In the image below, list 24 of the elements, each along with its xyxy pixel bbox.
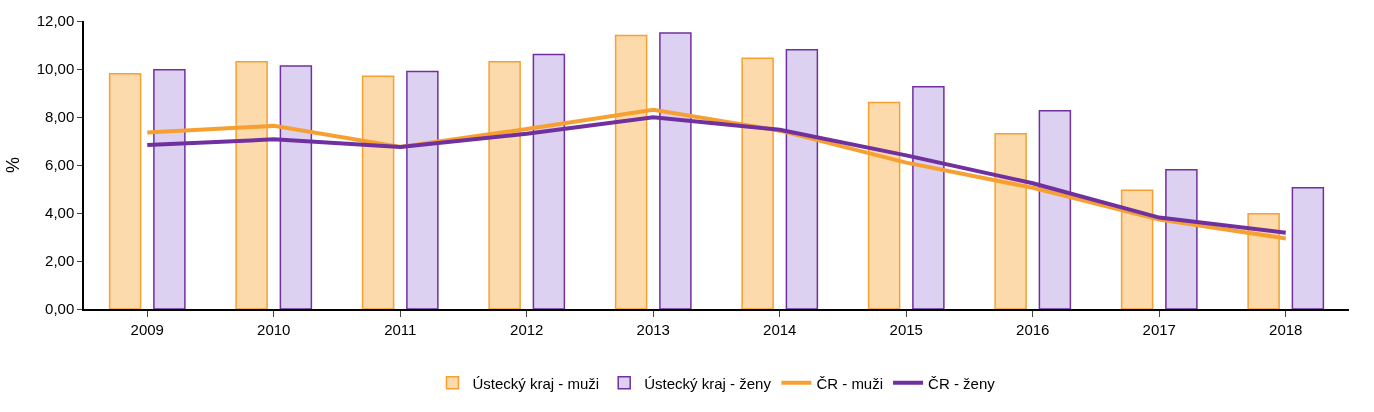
- y-tick-label: 4,00: [45, 204, 75, 222]
- bar: [108, 73, 142, 309]
- legend-label: ČR - ženy: [928, 374, 996, 392]
- legend-label: Ústecký kraj - ženy: [644, 374, 772, 392]
- x-tick-label: 2012: [510, 321, 544, 338]
- x-tick-label: 2015: [889, 321, 923, 338]
- legend-label: ČR - muži: [816, 374, 884, 392]
- y-tick-label: 8,00: [45, 108, 75, 126]
- y-tick-label: 10,00: [36, 60, 75, 78]
- y-tick-label: 0,00: [45, 300, 75, 318]
- x-tick-label: 2017: [1142, 321, 1176, 338]
- x-tick-label: 2009: [130, 321, 164, 338]
- x-tick-label: 2018: [1269, 321, 1303, 338]
- bar: [1291, 187, 1325, 309]
- y-tick-label: 6,00: [45, 156, 75, 174]
- y-axis-title: %: [3, 156, 24, 174]
- x-tick-label: 2013: [636, 321, 670, 338]
- x-tick-label: 2014: [763, 321, 797, 338]
- x-tick-label: 2011: [384, 321, 417, 338]
- x-tick-label: 2016: [1016, 321, 1050, 338]
- y-tick-label: 2,00: [45, 252, 75, 270]
- x-tick-label: 2010: [257, 321, 291, 338]
- y-tick-label: 12,00: [36, 12, 75, 30]
- legend-label: Ústecký kraj - muži: [472, 374, 600, 392]
